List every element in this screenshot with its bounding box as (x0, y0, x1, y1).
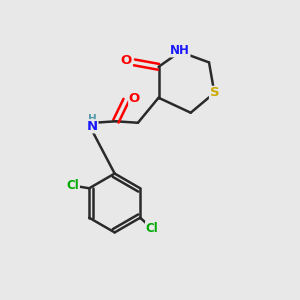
Text: Cl: Cl (67, 179, 79, 192)
Text: NH: NH (170, 44, 190, 57)
Text: O: O (121, 54, 132, 68)
Text: S: S (210, 86, 219, 99)
Text: H: H (88, 114, 97, 124)
Text: N: N (87, 120, 98, 133)
Text: O: O (129, 92, 140, 105)
Text: Cl: Cl (146, 221, 158, 235)
